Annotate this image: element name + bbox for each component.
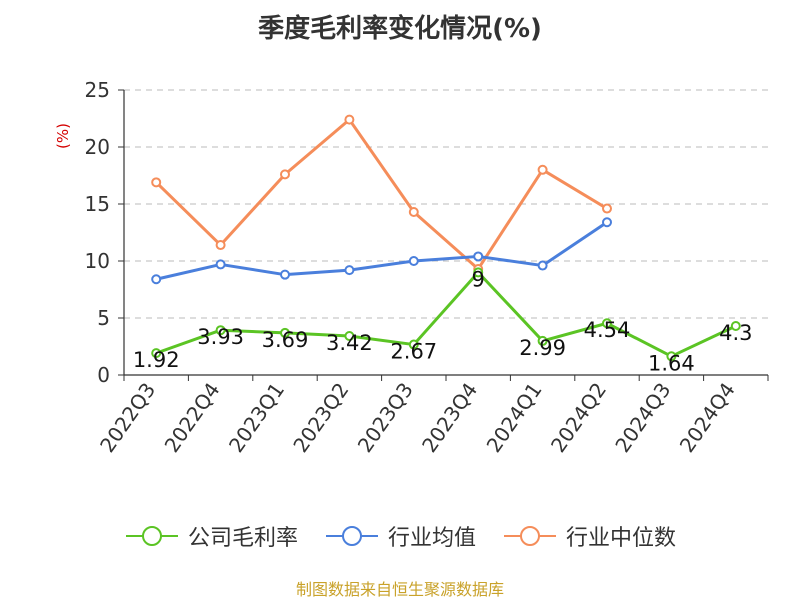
data-point xyxy=(344,114,355,125)
data-point xyxy=(151,274,162,285)
data-label: 9 xyxy=(472,267,485,291)
legend-label: 行业均值 xyxy=(387,526,476,551)
y-tick-label: 0 xyxy=(97,363,110,387)
legend-item: 行业中位数 xyxy=(502,520,676,552)
y-tick-label: 15 xyxy=(85,192,110,216)
legend-swatch xyxy=(325,526,378,546)
x-tick-label: 2024Q3 xyxy=(610,378,675,457)
data-point xyxy=(151,177,162,188)
x-tick-label: 2024Q4 xyxy=(675,378,740,457)
data-point xyxy=(215,325,226,336)
x-tick-label: 2024Q1 xyxy=(482,378,547,457)
data-label: 3.42 xyxy=(326,331,373,355)
source-note: 制图数据来自恒生聚源数据库 xyxy=(295,580,504,599)
data-point xyxy=(344,331,355,342)
data-point xyxy=(344,265,355,276)
data-label: 1.64 xyxy=(648,351,695,375)
x-tick-label: 2023Q2 xyxy=(288,378,353,457)
data-point xyxy=(473,267,484,278)
y-tick-label: 20 xyxy=(85,135,110,159)
series-line xyxy=(155,220,608,281)
data-point xyxy=(151,348,162,359)
data-point xyxy=(215,259,226,270)
data-label: 4.54 xyxy=(584,318,631,342)
data-label: 3.93 xyxy=(197,325,244,349)
data-point xyxy=(602,318,612,329)
data-point xyxy=(730,320,741,331)
legend-label: 公司毛利率 xyxy=(187,526,298,551)
data-point xyxy=(473,251,484,262)
x-tick-label: 2023Q3 xyxy=(353,378,418,457)
data-point xyxy=(537,164,548,175)
y-tick-label: 25 xyxy=(85,78,110,102)
data-point xyxy=(537,260,548,271)
legend-item: 公司毛利率 xyxy=(124,520,298,552)
data-point xyxy=(602,217,612,228)
y-tick-label: 5 xyxy=(97,306,110,330)
data-point xyxy=(602,203,612,214)
x-tick-label: 2022Q4 xyxy=(160,378,225,457)
data-label: 2.99 xyxy=(519,336,566,360)
data-point xyxy=(666,351,677,362)
data-label: 2.67 xyxy=(390,340,437,364)
data-point xyxy=(215,240,226,251)
data-label: 3.69 xyxy=(262,328,309,352)
data-label: 4.3 xyxy=(719,321,752,345)
legend-swatch xyxy=(125,526,178,546)
data-point xyxy=(280,327,290,338)
series-line xyxy=(155,118,608,271)
x-tick-label: 2023Q4 xyxy=(417,378,482,457)
legend-label: 行业中位数 xyxy=(566,526,677,551)
x-tick-label: 2022Q3 xyxy=(95,378,160,457)
data-point xyxy=(537,335,548,346)
data-point xyxy=(408,206,419,217)
series-line xyxy=(155,270,737,358)
data-point xyxy=(280,169,290,180)
chart-title: 季度毛利率变化情况(%) xyxy=(258,14,542,44)
legend-swatch xyxy=(504,526,556,546)
data-label: 1.92 xyxy=(133,348,180,372)
data-point xyxy=(280,269,290,280)
data-point xyxy=(408,256,419,266)
legend: 公司毛利率 行业均值 行业中位数 xyxy=(0,520,800,552)
x-tick-label: 2023Q1 xyxy=(224,378,289,457)
data-point xyxy=(408,339,419,350)
legend-item: 行业均值 xyxy=(324,520,476,552)
y-tick-label: 10 xyxy=(85,249,110,273)
x-tick-label: 2024Q2 xyxy=(546,378,611,457)
